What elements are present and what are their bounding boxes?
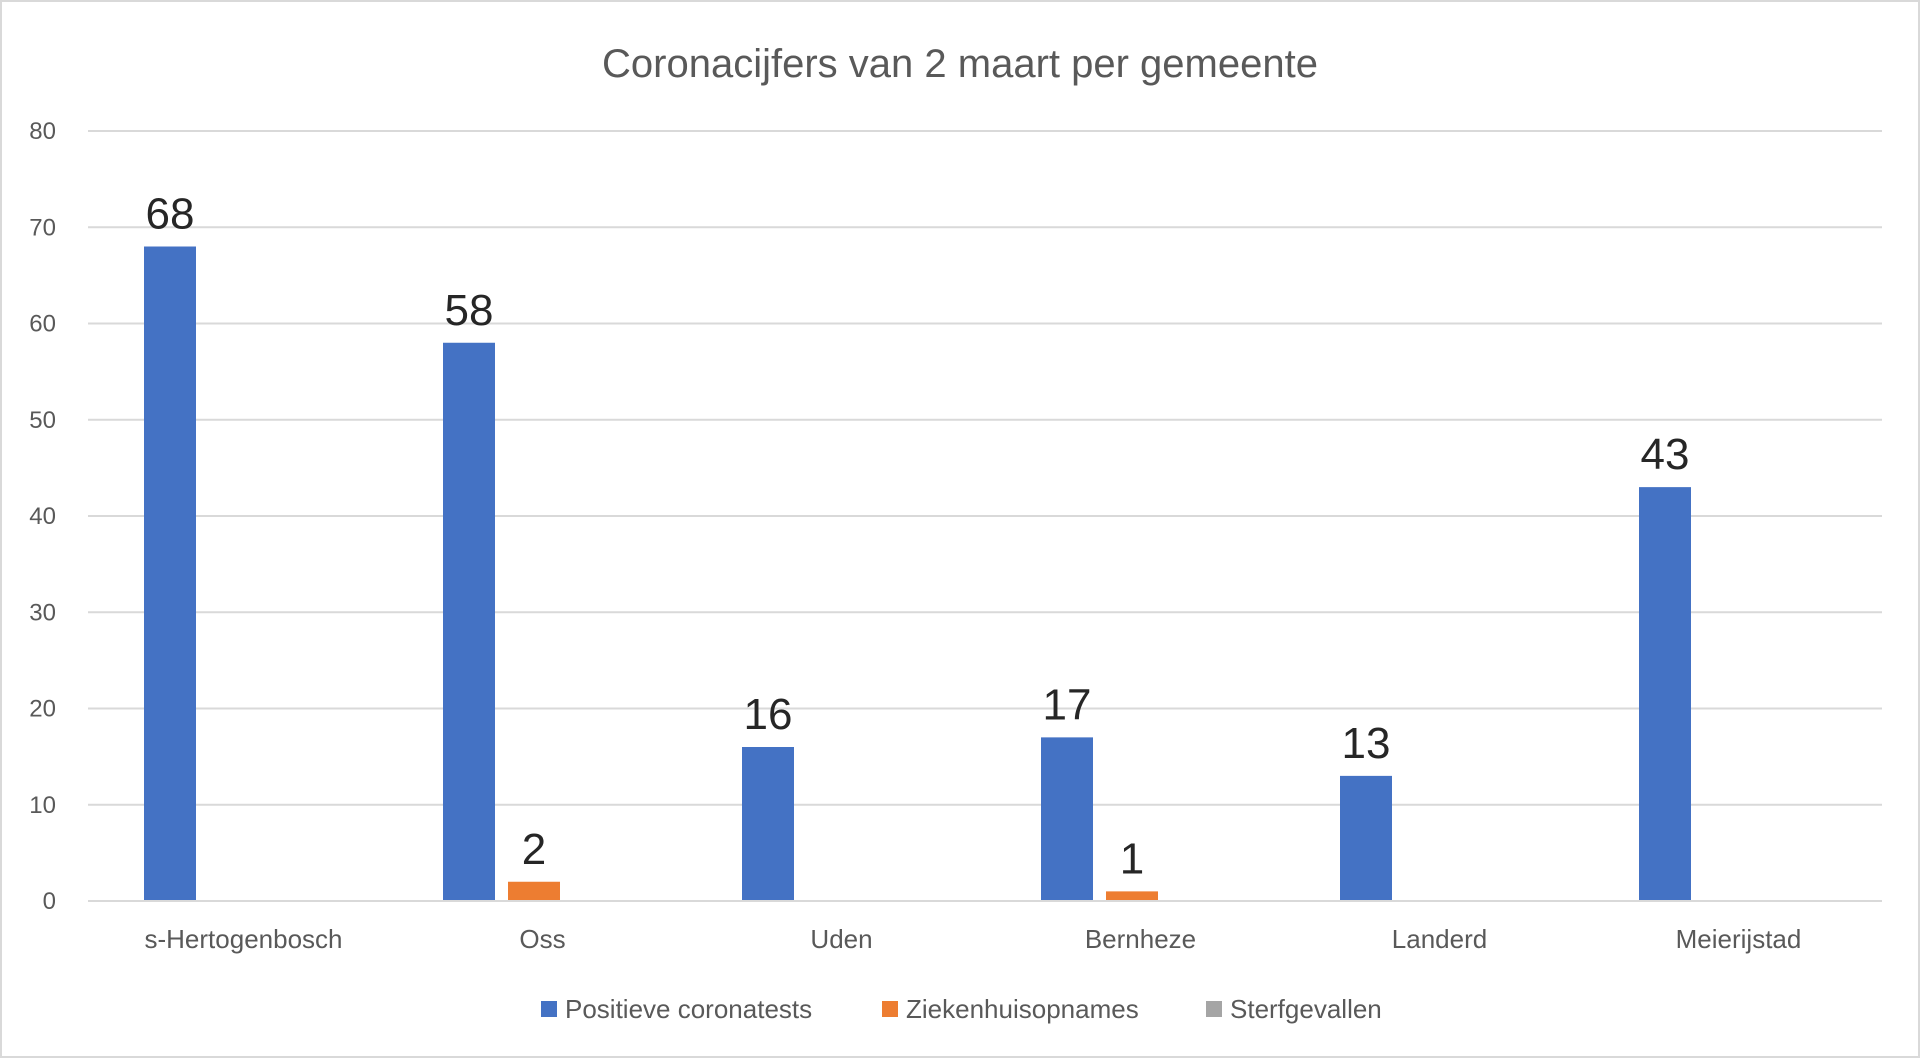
bar	[144, 246, 196, 901]
y-tick-label: 30	[29, 599, 56, 626]
data-label: 1	[1120, 834, 1144, 883]
bar	[1340, 775, 1392, 901]
legend-swatch	[882, 1001, 898, 1017]
bar	[1106, 891, 1158, 901]
y-tick-label: 60	[29, 311, 56, 338]
y-tick-label: 0	[43, 888, 56, 915]
x-tick-label: Meierijstad	[1676, 924, 1802, 954]
bar	[508, 881, 560, 901]
y-tick-label: 50	[29, 407, 56, 434]
legend-swatch	[1206, 1001, 1222, 1017]
y-tick-label: 80	[29, 118, 56, 145]
data-label: 16	[744, 690, 793, 739]
data-label: 58	[445, 286, 494, 335]
legend-label: Positieve coronatests	[565, 994, 812, 1024]
y-tick-label: 70	[29, 214, 56, 241]
y-tick-label: 20	[29, 696, 56, 723]
legend: Positieve coronatests Ziekenhuisopnames St…	[541, 994, 1382, 1024]
chart-title: Coronacijfers van 2 maart per gemeente	[602, 42, 1318, 86]
y-axis: 0 10 20 30 40 50 60 70 80	[29, 118, 56, 915]
x-axis: s-Hertogenbosch Oss Uden Bernheze Landerd Mei…	[88, 900, 1882, 954]
x-tick-label: Oss	[519, 924, 565, 954]
legend-swatch	[541, 1001, 557, 1017]
x-tick-label: Landerd	[1392, 924, 1487, 954]
data-label: 43	[1641, 430, 1690, 479]
x-tick-label: Uden	[810, 924, 872, 954]
gridlines	[88, 130, 1882, 902]
y-tick-label: 10	[29, 792, 56, 819]
data-label: 17	[1043, 680, 1092, 729]
data-label: 68	[146, 190, 195, 239]
x-tick-label: Bernheze	[1085, 924, 1196, 954]
legend-label: Ziekenhuisopnames	[906, 994, 1139, 1024]
bar	[742, 747, 794, 901]
data-label: 2	[522, 825, 546, 874]
bar	[1639, 487, 1691, 901]
data-label: 13	[1342, 719, 1391, 768]
y-tick-label: 40	[29, 503, 56, 530]
bar	[443, 342, 495, 901]
bars: 68 58 2 16 17 1 13 43	[144, 190, 1691, 901]
x-tick-label: s-Hertogenbosch	[145, 924, 343, 954]
legend-label: Sterfgevallen	[1230, 994, 1382, 1024]
bar	[1041, 737, 1093, 901]
